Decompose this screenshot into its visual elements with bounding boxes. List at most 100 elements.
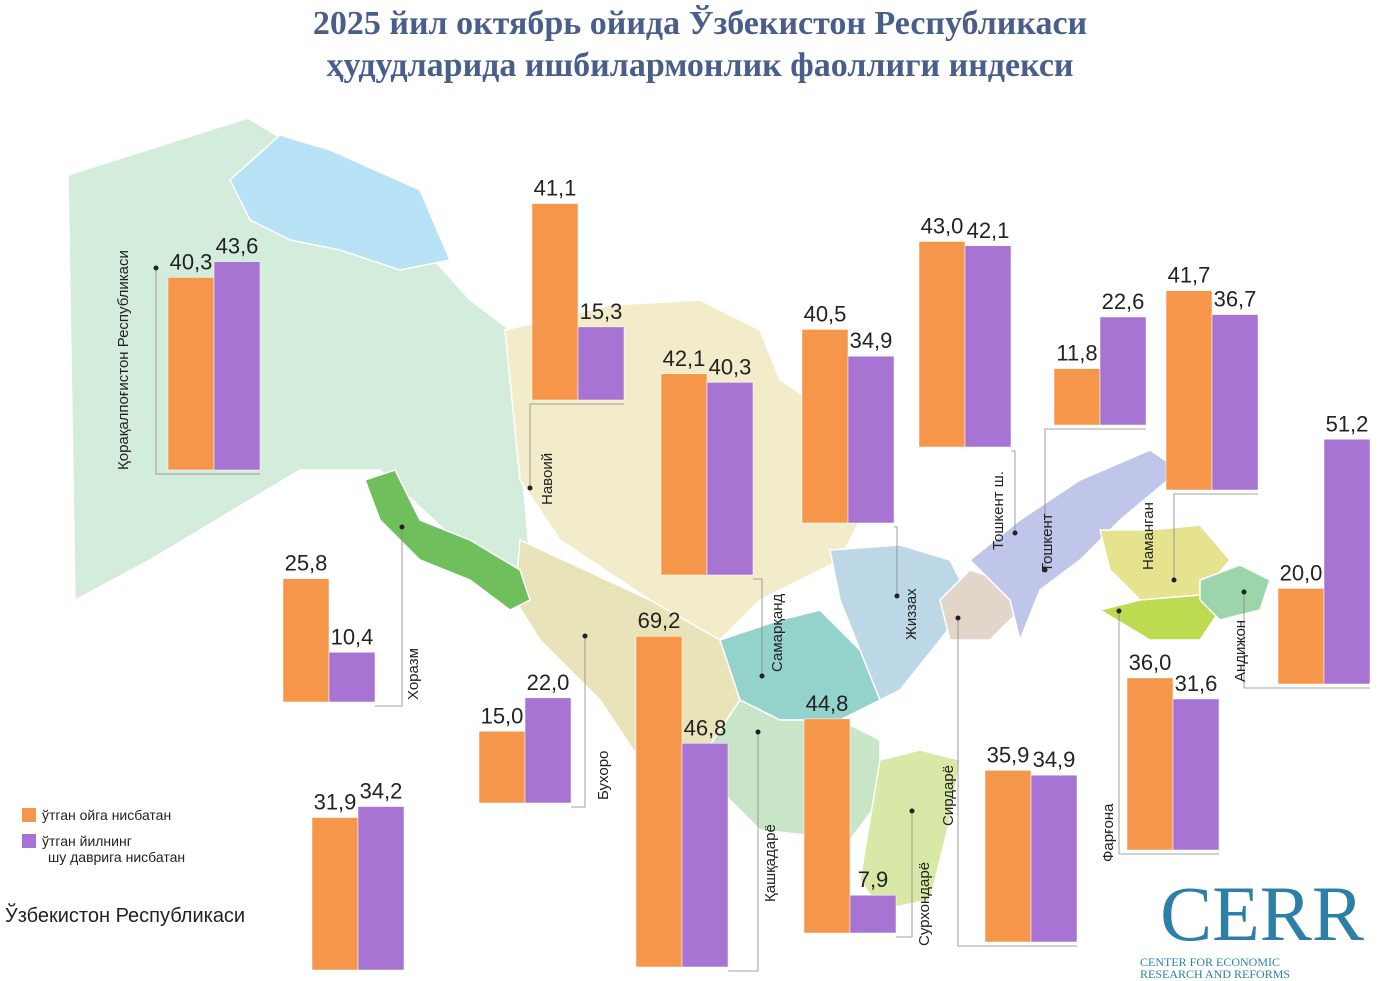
legend-label-line: ўтган йилнинг: [42, 833, 132, 849]
value-label: 25,8: [285, 551, 328, 576]
bars: 40,343,6 Қорақалпоғистон Республикаси 41,1…: [5, 176, 1371, 972]
leader-dot: [909, 808, 915, 814]
legend-label-line: шу даврига нисбатан: [48, 849, 185, 865]
leader-dot: [1171, 577, 1177, 583]
value-label: 15,3: [580, 299, 623, 324]
bar: [1277, 588, 1325, 685]
value-label: 43,0: [921, 213, 964, 238]
leader-dot: [894, 593, 900, 599]
region-name: Тошкент ш.: [990, 471, 1007, 550]
bar: [1172, 698, 1220, 851]
bar: [660, 373, 708, 576]
legend-swatch: [22, 834, 36, 848]
leader-dot: [1116, 608, 1122, 614]
bar: [801, 329, 849, 524]
value-label: 40,5: [804, 301, 847, 326]
leader-line: [1173, 493, 1258, 580]
bar: [357, 806, 405, 971]
logo: CERR: [1160, 870, 1364, 957]
bar: [964, 245, 1012, 448]
value-label: 46,8: [684, 715, 727, 740]
region-name: Жиззах: [903, 588, 920, 640]
leader-line: [896, 811, 913, 938]
value-label: 34,9: [1033, 747, 1076, 772]
legend-swatch: [22, 808, 36, 822]
bar: [524, 697, 572, 804]
value-label: 7,9: [858, 867, 889, 892]
region-name: Ўзбекистон Республикаси: [5, 903, 245, 927]
value-label: 22,0: [527, 670, 570, 695]
leader-dot: [582, 633, 588, 639]
bar: [531, 203, 579, 401]
bar: [847, 355, 895, 524]
bar: [706, 382, 754, 576]
bar: [311, 817, 359, 971]
bar: [213, 261, 261, 471]
value-label: 42,1: [967, 218, 1010, 243]
region-name: Хоразм: [405, 648, 422, 700]
leader-dot: [759, 673, 765, 679]
leader-line: [1044, 428, 1146, 570]
region-name: Навоий: [539, 453, 556, 505]
leader-dot: [527, 485, 533, 491]
leader-line: [155, 268, 260, 475]
leader-line: [1118, 611, 1219, 855]
value-label: 35,9: [987, 742, 1030, 767]
region-name: Қашқадарё: [762, 824, 779, 902]
value-label: 42,1: [663, 346, 706, 371]
region-name: Андижон: [1232, 620, 1249, 682]
leader-dot: [399, 524, 405, 530]
logo-text: CENTER FOR ECONOMIC: [1140, 955, 1280, 969]
leader-line: [1243, 592, 1370, 689]
region-name: Бухоро: [595, 751, 612, 800]
title: 2025 йил октябрь ойида Ўзбекистон Респуб…: [313, 5, 1087, 42]
bar: [803, 718, 851, 934]
leader-dot: [955, 615, 961, 621]
value-label: 41,1: [534, 176, 577, 201]
bar: [1099, 316, 1147, 426]
leader-line: [957, 618, 1077, 947]
bar: [328, 652, 376, 703]
bar: [1165, 290, 1213, 491]
value-label: 36,0: [1129, 650, 1172, 675]
region-name: Тошкент: [1039, 513, 1056, 572]
bar: [1126, 677, 1174, 851]
leader-line: [375, 527, 403, 707]
value-label: 43,6: [216, 234, 259, 259]
value-label: 31,6: [1175, 671, 1218, 696]
leader-line: [753, 578, 763, 676]
value-label: 10,4: [331, 624, 374, 649]
logo-text: RESEARCH AND REFORMS: [1140, 967, 1290, 981]
bar: [849, 894, 897, 934]
value-label: 51,2: [1326, 411, 1369, 436]
value-label: 40,3: [170, 249, 213, 274]
bar: [918, 241, 966, 448]
leader-dot: [1042, 567, 1048, 573]
value-label: 15,0: [481, 703, 524, 728]
bar: [1211, 314, 1259, 491]
region-name: Сурхондарё: [916, 862, 933, 946]
value-label: 11,8: [1056, 341, 1097, 366]
bar: [984, 770, 1032, 943]
value-label: 41,7: [1168, 263, 1211, 288]
leader-line: [894, 526, 898, 596]
value-label: 34,9: [850, 328, 893, 353]
leader-dot: [1241, 589, 1247, 595]
leader-dot: [153, 265, 159, 271]
leader-line: [529, 403, 624, 488]
region-name: Самарқанд: [769, 593, 786, 672]
legend-label: ўтган ойга нисбатан: [42, 807, 171, 823]
bar: [1323, 439, 1371, 685]
legend-label: ўтган йилнинг шу даврига нисбатан: [42, 833, 185, 865]
region-name: Сирдарё: [940, 765, 957, 826]
value-label: 36,7: [1214, 287, 1257, 312]
region-name: Қорақалпоғистон Республикаси: [115, 250, 132, 470]
bar: [1030, 774, 1078, 943]
leader-line: [571, 636, 586, 808]
title: ҳудудларида ишбилармонлик фаоллиги индек…: [326, 47, 1073, 84]
bar: [1053, 368, 1101, 426]
leader-dot: [755, 729, 761, 735]
bar: [681, 743, 729, 968]
